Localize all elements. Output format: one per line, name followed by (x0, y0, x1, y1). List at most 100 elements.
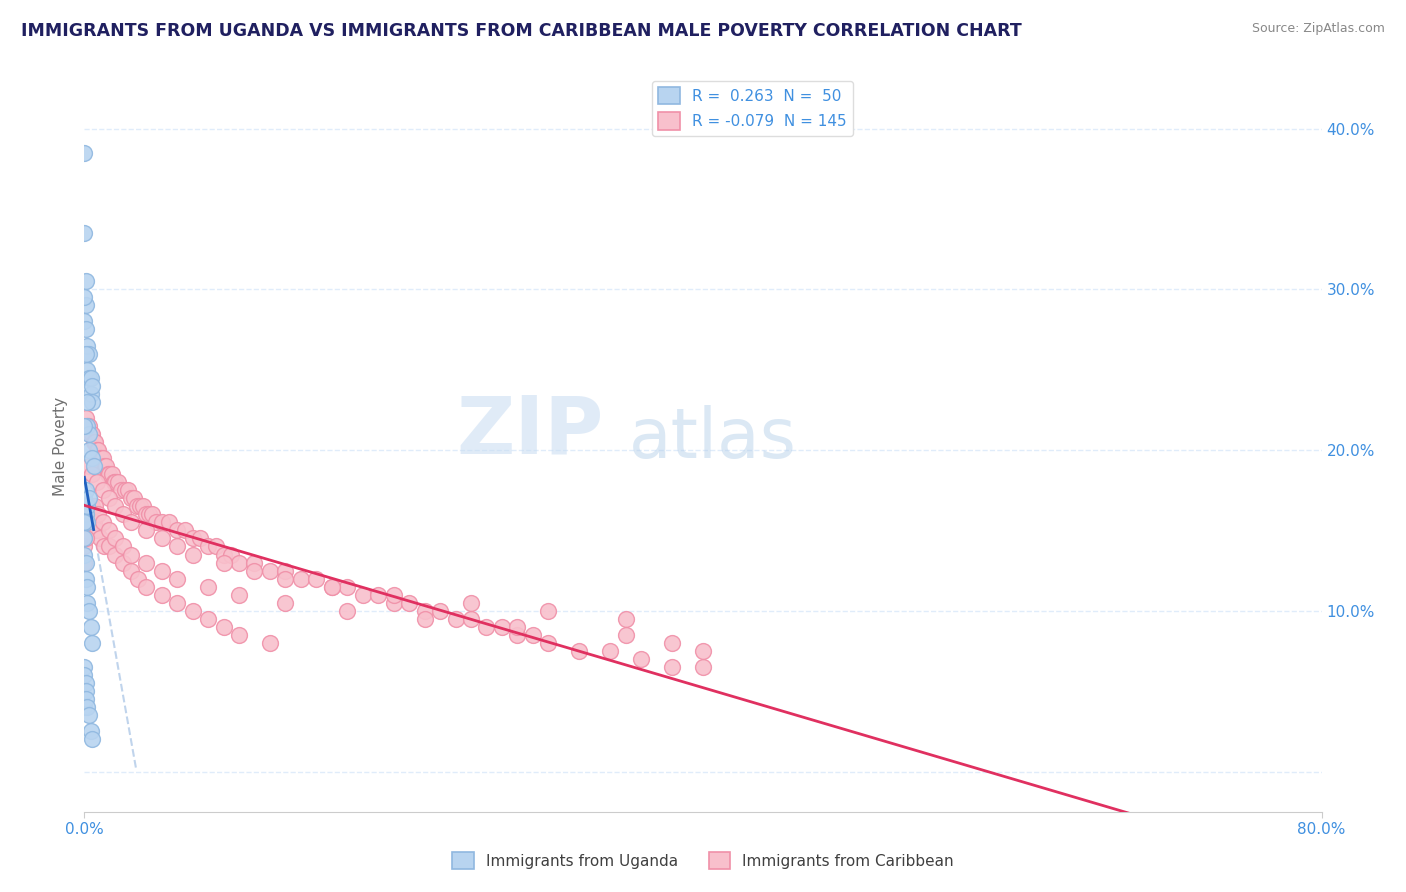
Point (86, 524, 108, 538)
Point (367, 588, 389, 602)
Point (114, 483, 136, 498)
Point (228, 628, 250, 642)
Point (96, 467, 118, 482)
Point (135, 524, 157, 538)
Point (321, 580, 343, 594)
Point (197, 612, 219, 626)
Point (460, 596, 482, 610)
Point (110, 483, 132, 498)
Point (150, 532, 173, 546)
Point (506, 620, 529, 634)
Point (568, 644, 591, 658)
Point (444, 612, 467, 626)
Point (274, 564, 297, 578)
Point (274, 596, 297, 610)
Point (522, 628, 544, 642)
Point (73, 532, 96, 546)
Point (259, 564, 281, 578)
Point (132, 500, 155, 514)
Point (75, 483, 97, 498)
Point (630, 652, 652, 666)
Point (94, 459, 117, 474)
Point (73, 660, 96, 674)
Point (82, 732, 104, 747)
Point (77, 604, 100, 618)
Point (76, 418, 98, 433)
Point (93, 459, 115, 474)
Point (120, 564, 142, 578)
Point (491, 620, 513, 634)
Point (77, 418, 100, 433)
Y-axis label: Male Poverty: Male Poverty (53, 396, 69, 496)
Point (77, 443, 100, 458)
Point (98, 524, 121, 538)
Point (460, 612, 482, 626)
Point (82, 426, 104, 441)
Point (166, 572, 188, 586)
Point (75, 322, 97, 336)
Point (76, 508, 98, 522)
Point (73, 516, 96, 530)
Point (77, 370, 100, 384)
Point (79, 620, 101, 634)
Point (219, 548, 242, 562)
Point (98, 491, 121, 506)
Point (73, 556, 96, 570)
Point (73, 548, 96, 562)
Point (104, 500, 127, 514)
Point (181, 548, 204, 562)
Legend: Immigrants from Uganda, Immigrants from Caribbean: Immigrants from Uganda, Immigrants from … (446, 846, 960, 875)
Point (73, 145, 96, 160)
Point (82, 467, 104, 482)
Point (98, 467, 121, 482)
Point (82, 378, 104, 392)
Point (77, 491, 100, 506)
Point (75, 410, 97, 425)
Point (75, 692, 97, 706)
Point (87, 508, 110, 522)
Point (413, 612, 436, 626)
Point (73, 418, 96, 433)
Point (321, 580, 343, 594)
Point (76, 362, 98, 376)
Point (228, 556, 250, 570)
Point (77, 459, 100, 474)
Point (661, 636, 683, 650)
Point (166, 524, 188, 538)
Point (228, 588, 250, 602)
Point (79, 386, 101, 401)
Point (188, 532, 211, 546)
Point (79, 370, 101, 384)
Point (84, 434, 107, 449)
Point (336, 580, 359, 594)
Point (138, 508, 160, 522)
Point (77, 708, 100, 723)
Point (212, 620, 235, 634)
Point (692, 644, 714, 658)
Point (159, 516, 180, 530)
Point (336, 604, 359, 618)
Point (120, 491, 142, 506)
Point (89, 451, 111, 466)
Point (77, 426, 100, 441)
Point (75, 500, 97, 514)
Point (243, 564, 266, 578)
Point (73, 668, 96, 682)
Point (661, 660, 683, 674)
Point (84, 500, 107, 514)
Point (166, 596, 188, 610)
Point (98, 540, 121, 554)
Point (79, 500, 101, 514)
Point (112, 556, 135, 570)
Point (73, 700, 96, 714)
Point (75, 556, 97, 570)
Point (104, 532, 127, 546)
Point (205, 540, 228, 554)
Point (75, 508, 97, 522)
Text: ZIP: ZIP (457, 392, 605, 470)
Point (212, 556, 235, 570)
Point (614, 612, 637, 626)
Point (150, 588, 173, 602)
Point (290, 572, 312, 586)
Point (145, 516, 167, 530)
